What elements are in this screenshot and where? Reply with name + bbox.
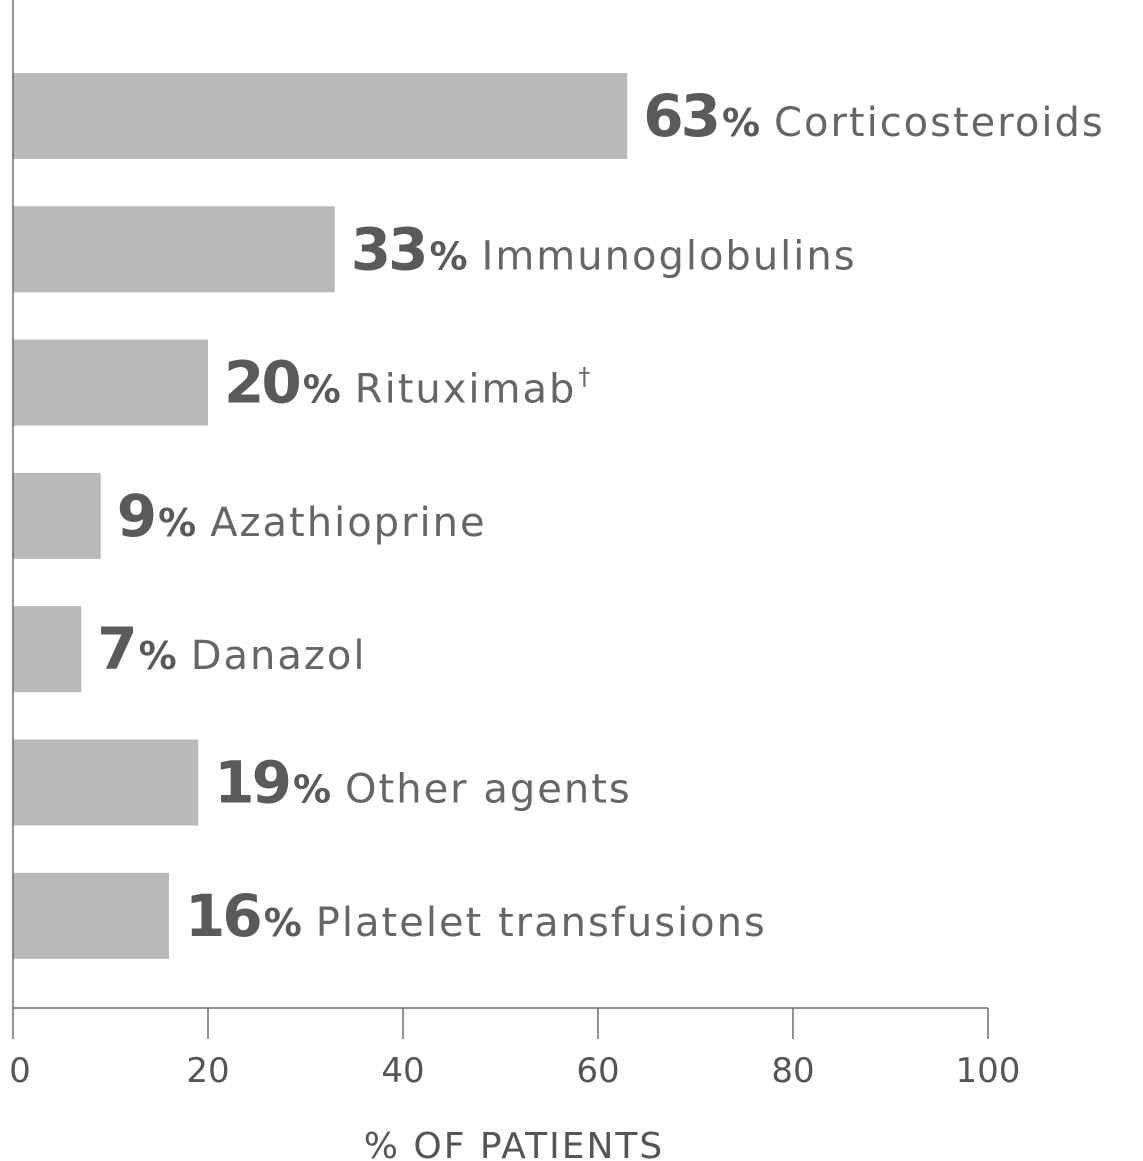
bar-label-platelet-transfusions: 16% Platelet transfusions [185,882,767,950]
value-label: 9 [117,482,154,550]
category-label: Other agents [345,767,632,813]
category-label: Platelet transfusions [316,900,767,946]
value-label: 20 [224,349,299,417]
x-tick-label-40: 40 [381,1051,424,1091]
percent-sign: % [158,501,196,545]
bars-group [13,73,628,959]
value-label: 33 [351,215,426,283]
x-tick-label-100: 100 [956,1051,1021,1091]
percent-sign: % [293,768,331,812]
category-label: Azathioprine [210,500,486,546]
bar-corticosteroids [13,73,628,159]
bar-rituximab [13,339,208,426]
x-axis-label: % OF PATIENTS [364,1126,665,1161]
percent-sign: % [139,634,177,678]
category-label: Rituximab [355,367,577,413]
value-label: 7 [97,615,134,683]
bar-platelet-transfusions [13,872,169,959]
footnote-mark: † [578,363,592,391]
value-label: 63 [643,82,718,150]
percent-sign: % [303,368,341,412]
bar-label-corticosteroids: 63% Corticosteroids [643,82,1104,150]
x-tick-label-60: 60 [576,1051,619,1091]
bar-label-rituximab: 20% Rituximab† [224,349,592,417]
percent-sign: % [264,901,302,945]
percent-sign: % [429,234,467,278]
category-label: Danazol [191,633,367,679]
bar-label-immunoglobulins: 33% Immunoglobulins [351,215,857,283]
x-tick-label-0: 0 [9,1051,31,1091]
bar-label-azathioprine: 9% Azathioprine [117,482,487,550]
bar-other-agents [13,739,199,826]
bar-azathioprine [13,472,101,559]
bar-immunoglobulins [13,206,335,293]
bar-label-other-agents: 19% Other agents [214,749,631,817]
category-label: Corticosteroids [774,100,1105,146]
x-ticks-group: 0 20 40 60 80 100 [9,1008,1020,1091]
category-label: Immunoglobulins [482,233,857,279]
percent-sign: % [722,101,760,145]
x-tick-label-20: 20 [186,1051,229,1091]
bar-label-danazol: 7% Danazol [97,615,366,683]
bar-danazol [13,606,82,693]
bar-labels-group: 63% Corticosteroids 33% Immunoglobulins 20% R… [97,82,1104,950]
value-label: 16 [185,882,260,950]
x-tick-label-80: 80 [771,1051,814,1091]
value-label: 19 [214,749,289,817]
